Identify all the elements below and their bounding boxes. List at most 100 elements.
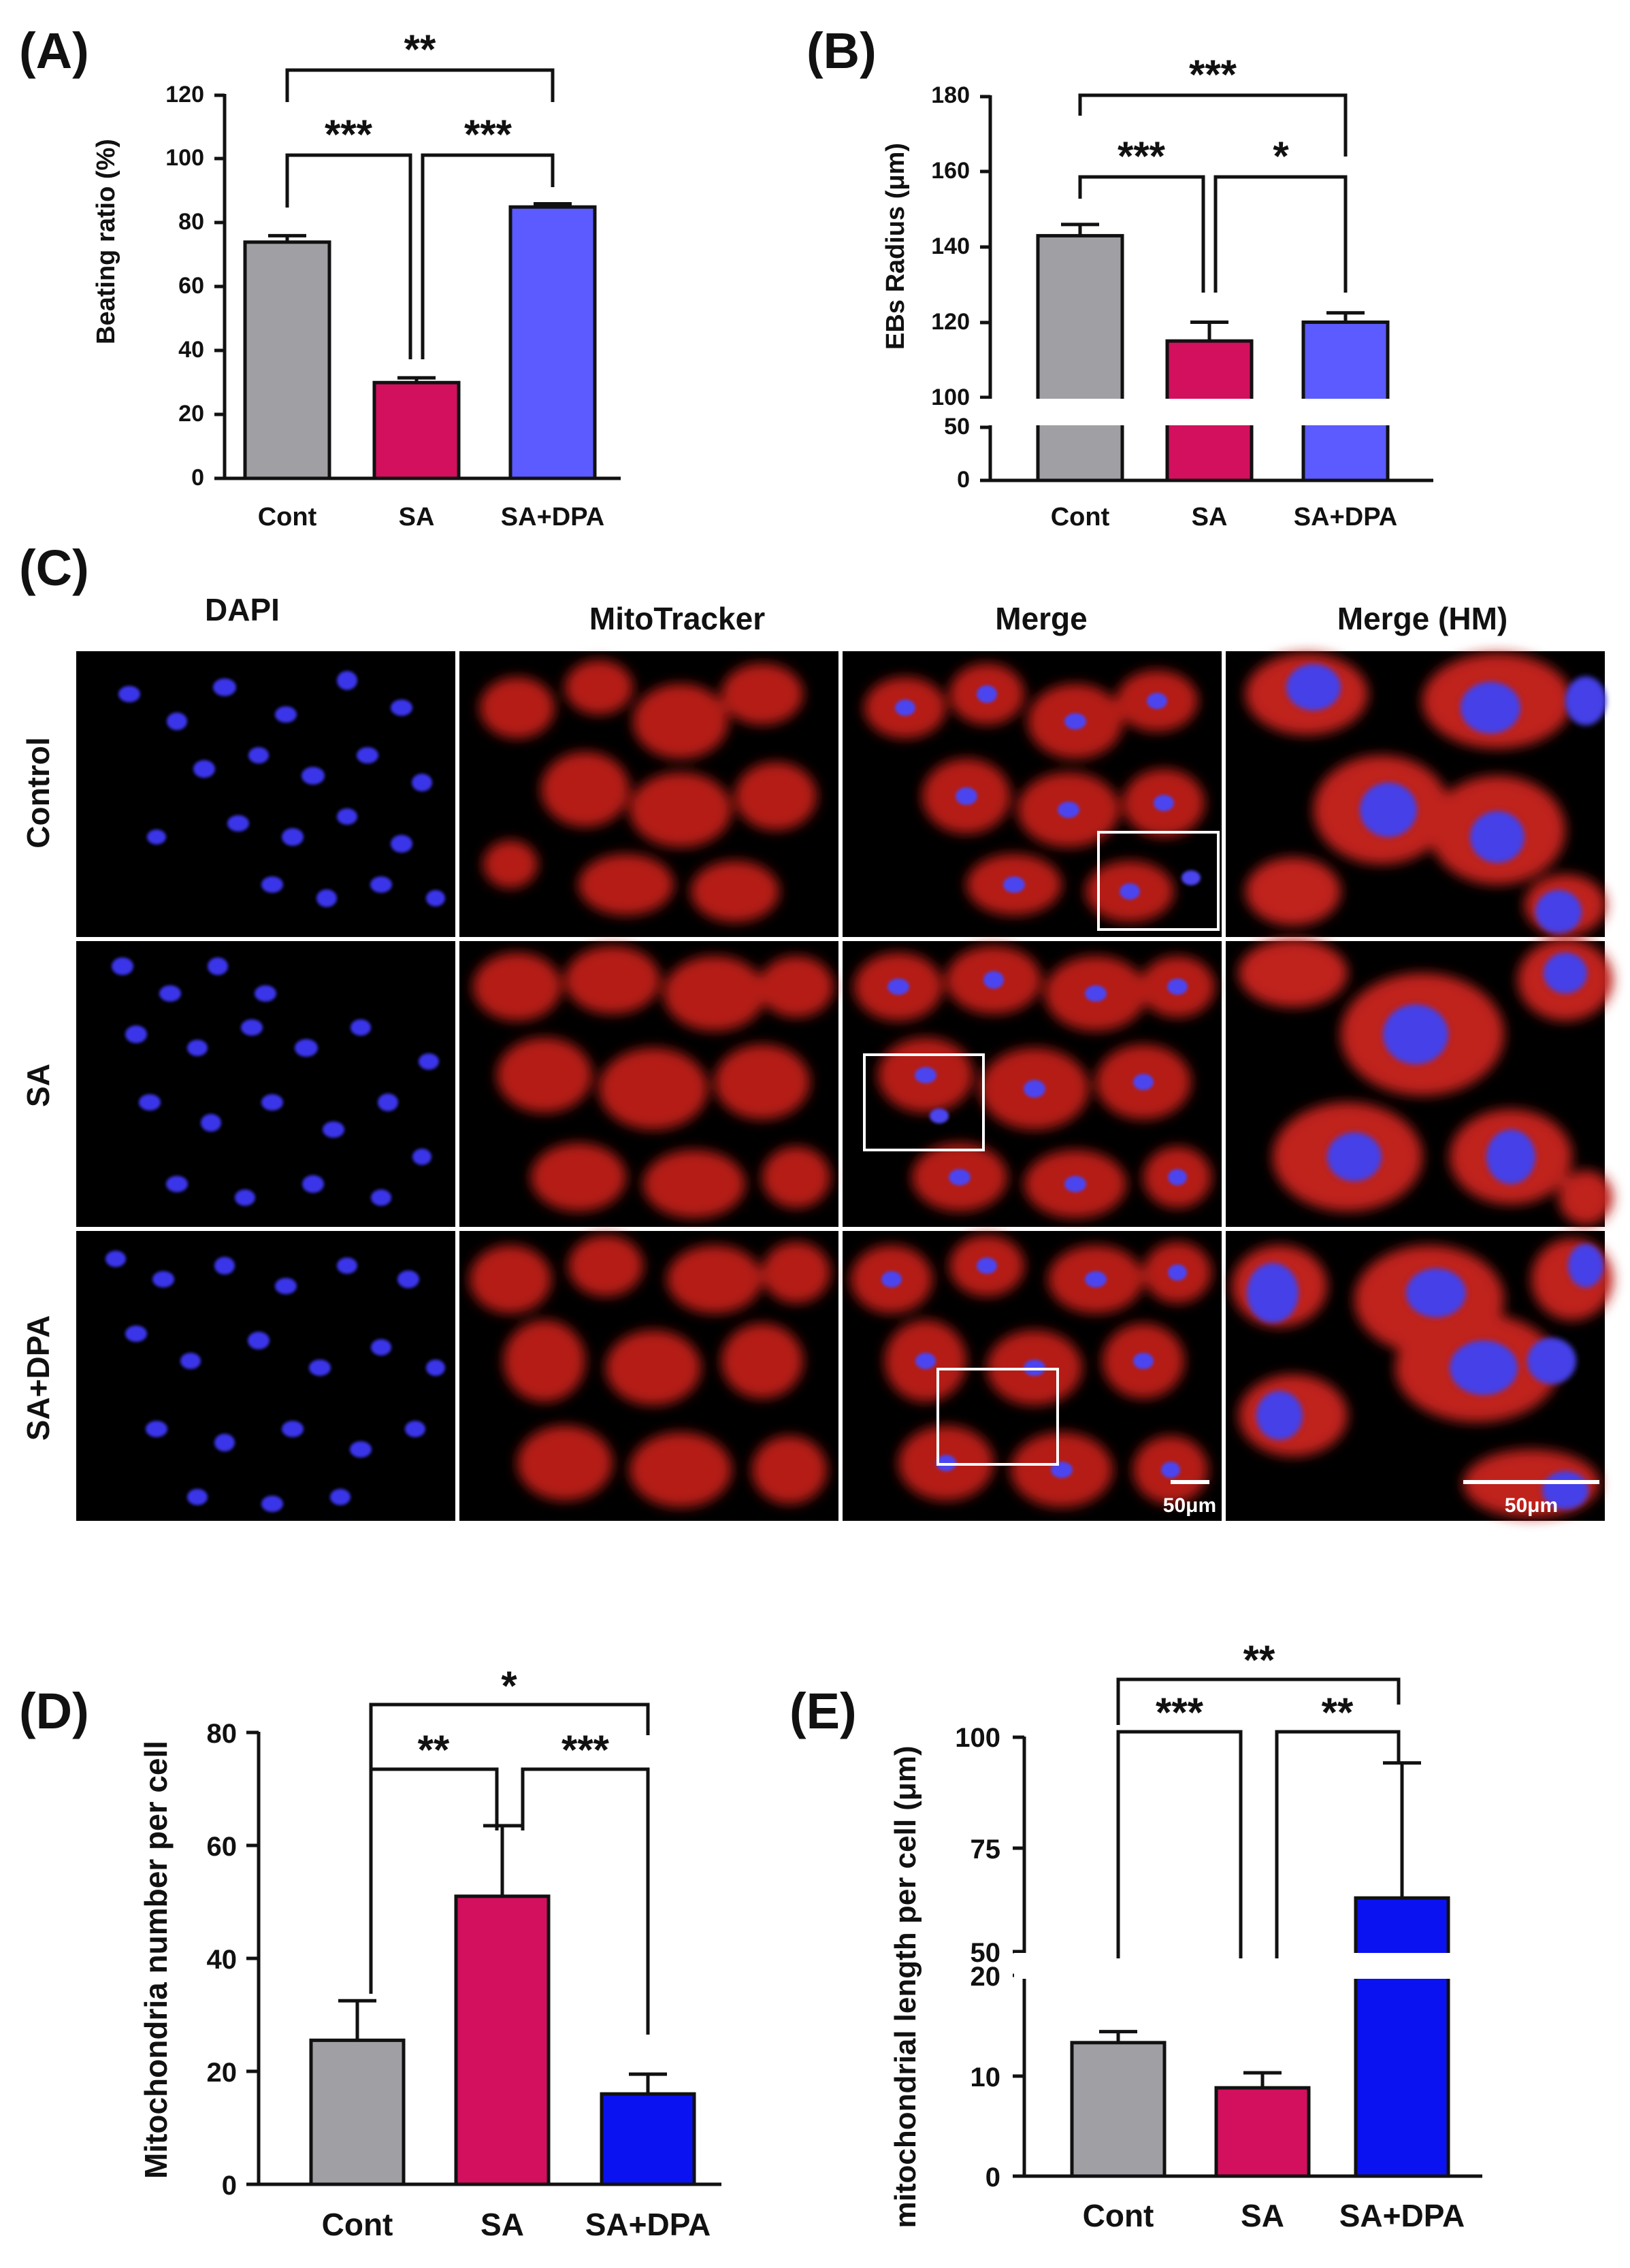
panel-a-label: (A) — [19, 22, 89, 79]
panel-b-label: (B) — [806, 22, 877, 79]
panel-e-bracket-sa-sadpa — [1275, 1730, 1401, 1958]
panel-b-ytick-100: 100 — [931, 384, 970, 410]
panel-e-sig-cont-sadpa: ** — [1243, 1637, 1275, 1683]
panel-a-ytick-120: 120 — [165, 82, 204, 108]
panel-a-categories: Cont SA SA+DPA — [258, 503, 604, 531]
panel-d-sig-sa-sadpa: *** — [561, 1727, 610, 1773]
panel-c-row-control: Control — [20, 737, 56, 849]
panel-b-sig-cont-sa: *** — [1118, 133, 1166, 179]
panel-d-categories: Cont SA SA+DPA — [322, 2207, 711, 2242]
panel-d-err-sadpa — [629, 2072, 667, 2094]
image-sadpa-mitotracker — [459, 1231, 838, 1521]
panel-e-ytick-0: 0 — [985, 2163, 1000, 2192]
panel-a-cat-sa: SA — [399, 503, 435, 531]
panel-d-bracket-sa-sadpa — [521, 1767, 650, 2035]
panel-a-bar-sadpa — [508, 205, 597, 480]
panel-e-bar-sa — [1214, 2086, 1311, 2178]
panel-b-ytick-50: 50 — [944, 414, 970, 440]
panel-d-ytick-80: 80 — [207, 1719, 238, 1749]
panel-c-row-sadpa: SA+DPA — [20, 1315, 56, 1441]
panel-a-ytick-0: 0 — [191, 465, 204, 491]
panel-a-yticks: 0 20 40 60 80 100 120 — [165, 82, 204, 491]
panel-d-sig-cont-sadpa: * — [501, 1663, 517, 1709]
panel-d-cat-sa: SA — [480, 2207, 524, 2242]
panel-e-bar-sadpa — [1354, 1896, 1450, 2178]
panel-b-cat-cont: Cont — [1051, 503, 1110, 531]
panel-a-ylabel: Beating ratio (%) — [92, 139, 120, 344]
image-control-merge-hm — [1226, 651, 1606, 937]
panel-e-ytick-50: 50 — [971, 1938, 1001, 1968]
panel-d-bar-sadpa — [600, 2092, 696, 2186]
panel-a-err-cont — [268, 233, 306, 242]
panel-d-sig-cont-sa: ** — [418, 1727, 450, 1773]
panel-c-col-dapi: DAPI — [205, 592, 280, 627]
panel-a-axes — [214, 93, 621, 480]
panel-d: (D) Mitochondria number per cell 0 20 40… — [19, 1663, 721, 2242]
panel-e-sig-cont-sa: *** — [1156, 1690, 1204, 1735]
image-sa-mitotracker — [459, 941, 838, 1227]
panel-d-yticks: 0 20 40 60 80 — [207, 1719, 238, 2201]
panel-e-categories: Cont SA SA+DPA — [1083, 2198, 1465, 2233]
panel-b-ytick-120: 120 — [931, 309, 970, 335]
zoom-box-control — [1097, 831, 1220, 931]
panel-e-err-sadpa — [1383, 1761, 1421, 1899]
panel-b-ytick-0: 0 — [957, 467, 970, 493]
panel-e-cat-sadpa: SA+DPA — [1339, 2198, 1465, 2233]
panel-e-err-cont — [1099, 2030, 1137, 2043]
panel-d-err-cont — [338, 1999, 376, 2041]
panel-e-yticks: 0 10 20 50 75 100 — [955, 1723, 1000, 2192]
panel-a-ytick-20: 20 — [178, 401, 204, 427]
panel-a-bar-sa — [372, 380, 461, 480]
image-sa-dapi — [76, 941, 455, 1227]
scale-bar-right-label: 50μm — [1505, 1494, 1558, 1517]
panel-a-sig-sa-sadpa: *** — [464, 112, 512, 157]
panel-b-axis-break — [980, 399, 1443, 425]
panel-a-bracket-sa-sadpa — [421, 153, 555, 359]
panel-d-tick-marks — [246, 1730, 259, 2186]
panel-e-ytick-75: 75 — [971, 1835, 1001, 1864]
panel-c-col-merge-hm: Merge (HM) — [1337, 601, 1507, 636]
panel-e-ytick-100: 100 — [955, 1723, 1000, 1753]
panel-d-axes — [246, 1730, 721, 2186]
panel-e: (E) mitochondrial length per cell (μm) 0… — [789, 1637, 1490, 2233]
panel-a-sig-cont-sa: *** — [325, 112, 373, 157]
panel-e-cat-cont: Cont — [1083, 2198, 1154, 2233]
panel-a-bar-cont — [243, 240, 331, 480]
panel-a-ytick-60: 60 — [178, 273, 204, 299]
panel-e-bracket-cont-sa — [1116, 1730, 1243, 1958]
image-sadpa-merge-hm: 50μm — [1226, 1231, 1613, 1521]
panel-d-cat-cont: Cont — [322, 2207, 393, 2242]
panel-e-label: (E) — [789, 1683, 857, 1739]
panel-b-ylabel: EBs Radius (μm) — [881, 143, 910, 350]
panel-a-ytick-100: 100 — [165, 145, 204, 171]
panel-b-ytick-140: 140 — [931, 233, 970, 259]
panel-b-err-sa — [1190, 321, 1228, 342]
panel-a-bracket-cont-sadpa — [285, 68, 555, 102]
panel-a-cat-cont: Cont — [258, 503, 317, 531]
panel-d-cat-sadpa: SA+DPA — [585, 2207, 711, 2242]
panel-c-label: (C) — [19, 540, 89, 596]
panel-b-bracket-sa-sadpa — [1213, 175, 1348, 293]
panel-a-bracket-cont-sa — [285, 153, 412, 359]
panel-b-bracket-cont-sa — [1078, 175, 1205, 293]
panel-a-ytick-80: 80 — [178, 209, 204, 235]
panel-a-cat-sadpa: SA+DPA — [501, 503, 604, 531]
panel-e-axis-break — [1014, 1953, 1490, 1979]
panel-b-cat-sa: SA — [1192, 503, 1228, 531]
panel-b-sig-sa-sadpa: * — [1273, 133, 1289, 179]
panel-b-ytick-160: 160 — [931, 158, 970, 184]
panel-b-sig-cont-sadpa: *** — [1189, 52, 1237, 97]
image-sa-merge-hm — [1226, 939, 1613, 1227]
image-control-merge — [843, 651, 1222, 937]
panel-d-ytick-0: 0 — [222, 2171, 237, 2201]
panel-c-col-merge: Merge — [995, 601, 1087, 636]
panel-c-row-sa: SA — [20, 1064, 56, 1107]
panel-a-err-sa — [397, 376, 436, 383]
panel-b-bars — [980, 223, 1443, 482]
panel-e-bars — [1014, 1761, 1490, 2178]
panel-a-significance: ** *** *** — [285, 27, 555, 359]
image-sadpa-merge: 50μm — [843, 1231, 1222, 1521]
scale-bar-left-label: 50μm — [1163, 1494, 1216, 1517]
panel-d-ytick-20: 20 — [207, 2058, 238, 2088]
image-control-dapi — [76, 651, 455, 937]
